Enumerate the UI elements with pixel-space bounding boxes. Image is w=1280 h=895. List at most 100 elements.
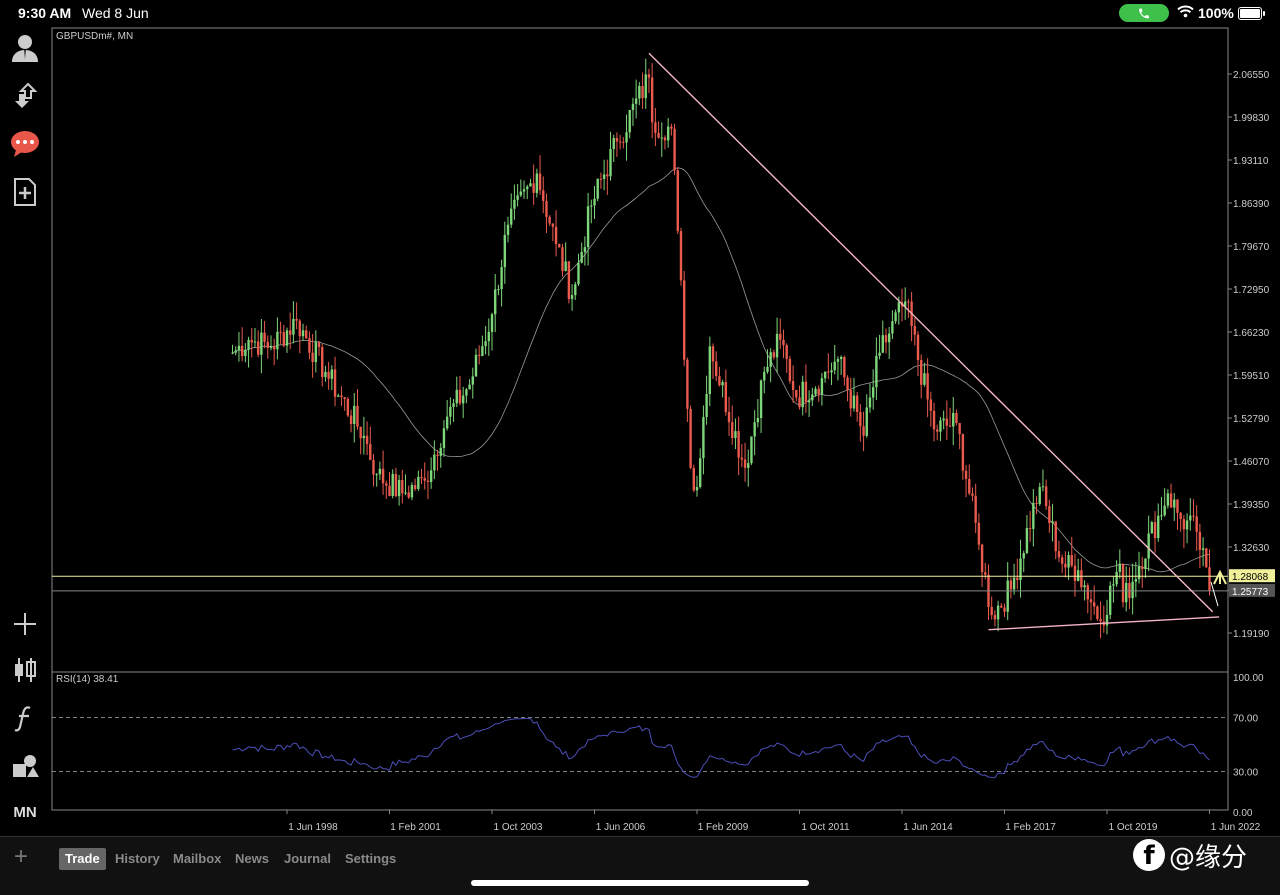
- candle: [250, 339, 253, 343]
- candle: [1064, 563, 1067, 568]
- y-tick-label: 1.99830: [1233, 113, 1270, 124]
- candle: [1205, 548, 1208, 568]
- tab-settings[interactable]: Settings: [345, 851, 397, 866]
- candle: [340, 395, 343, 398]
- candle: [305, 330, 308, 339]
- candle: [868, 397, 872, 408]
- candle: [650, 77, 654, 123]
- y-tick-label: 2.06550: [1233, 70, 1270, 81]
- candle: [388, 485, 391, 496]
- crosshair-icon[interactable]: [9, 608, 41, 640]
- candle: [939, 420, 942, 432]
- candle: [580, 251, 583, 263]
- candle: [654, 122, 657, 133]
- candle: [532, 183, 535, 193]
- transfer-icon[interactable]: [9, 80, 41, 112]
- candle: [240, 345, 244, 357]
- candle: [487, 331, 490, 342]
- candle: [548, 216, 551, 224]
- candle: [791, 381, 795, 390]
- candle: [263, 332, 266, 342]
- rsi-tick-label: 70.00: [1233, 714, 1258, 725]
- candle: [1092, 602, 1096, 607]
- candle: [385, 483, 388, 486]
- candle: [574, 284, 577, 296]
- y-tick-label: 1.79670: [1233, 242, 1270, 253]
- candle: [279, 331, 282, 333]
- candle: [337, 395, 340, 397]
- candle: [747, 463, 750, 468]
- user-icon[interactable]: [9, 32, 41, 64]
- candle: [346, 398, 350, 416]
- objects-icon[interactable]: [9, 750, 41, 782]
- chart-title: GBPUSDm#, MN: [56, 31, 133, 42]
- y-tick-label: 1.93110: [1233, 156, 1269, 167]
- candle: [641, 86, 644, 99]
- candle: [1067, 555, 1070, 568]
- candle: [369, 444, 372, 460]
- candle: [586, 206, 590, 248]
- candle: [1044, 486, 1048, 507]
- support-trend-line[interactable]: [988, 616, 1220, 631]
- candle: [1160, 515, 1163, 517]
- tab-history[interactable]: History: [115, 851, 160, 866]
- price-chart[interactable]: 2.06550 1.99830 1.93110 1.86390 1.79670 1.729…: [0, 26, 1280, 836]
- candle: [247, 339, 250, 350]
- candle: [846, 377, 849, 391]
- candle: [820, 378, 824, 395]
- tab-mailbox[interactable]: Mailbox: [173, 851, 222, 866]
- tab-journal[interactable]: Journal: [284, 851, 331, 866]
- candle: [859, 411, 862, 427]
- new-document-icon[interactable]: [9, 176, 41, 208]
- candle: [1019, 558, 1022, 581]
- candle: [718, 376, 721, 386]
- candle: [836, 359, 840, 362]
- candle: [1147, 533, 1150, 559]
- candle: [887, 333, 891, 343]
- secondary-price-badge: [1229, 583, 1275, 597]
- candle: [1141, 566, 1144, 570]
- candle: [852, 395, 856, 409]
- candle: [686, 359, 689, 409]
- candle: [1176, 499, 1179, 513]
- candle: [593, 198, 596, 206]
- candle: [542, 190, 545, 202]
- tab-trade[interactable]: Trade: [59, 848, 106, 870]
- candle: [606, 174, 609, 177]
- candle: [522, 189, 526, 192]
- add-icon[interactable]: +: [14, 843, 29, 870]
- candle: [397, 479, 401, 497]
- candle: [952, 412, 955, 427]
- candle: [679, 231, 683, 281]
- candle: [445, 416, 449, 429]
- candle: [926, 373, 929, 400]
- candle: [272, 346, 276, 350]
- candle: [404, 492, 407, 494]
- candle: [1035, 502, 1038, 505]
- candle: [1009, 580, 1013, 590]
- candle: [407, 492, 410, 498]
- candle: [378, 468, 382, 475]
- timeframe-button[interactable]: MN: [13, 804, 37, 821]
- candle: [849, 390, 852, 409]
- candle: [644, 74, 647, 99]
- home-indicator[interactable]: [471, 880, 809, 886]
- y-tick-label: 1.59510: [1233, 371, 1270, 382]
- candle: [740, 457, 744, 460]
- candle: [1121, 563, 1125, 603]
- candle: [961, 434, 965, 471]
- candle: [365, 435, 369, 445]
- chat-icon[interactable]: [9, 128, 41, 160]
- downtrend-line[interactable]: [648, 52, 1214, 613]
- bottom-bar: + Trade History Mailbox News Journal Set…: [0, 836, 1280, 895]
- candle: [452, 403, 455, 407]
- function-icon[interactable]: [9, 702, 41, 734]
- candle: [285, 330, 289, 346]
- call-indicator[interactable]: [1119, 4, 1169, 22]
- candle: [1163, 505, 1166, 516]
- candle: [756, 418, 760, 423]
- candles-icon[interactable]: [9, 654, 41, 686]
- candle: [471, 376, 474, 385]
- tab-news[interactable]: News: [235, 851, 269, 866]
- candle: [1060, 557, 1064, 564]
